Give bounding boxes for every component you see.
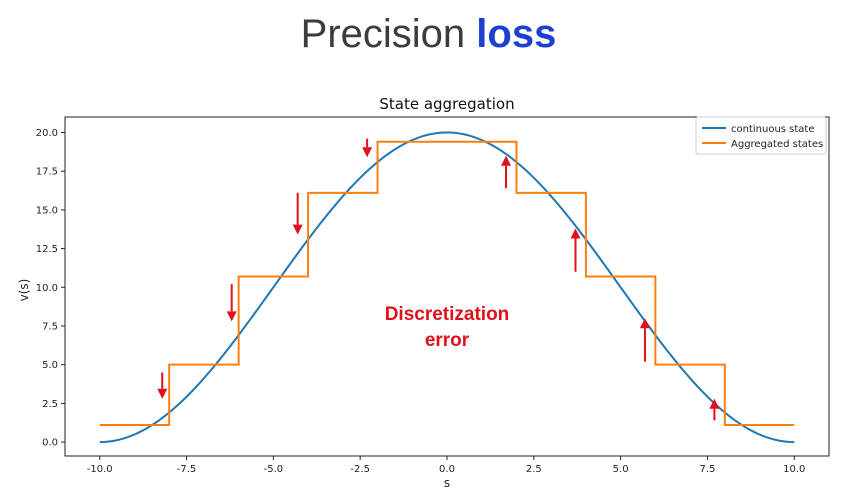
y-tick-label: 17.5 [36,167,58,178]
x-axis-label: s [444,476,450,490]
y-tick-label: 10.0 [36,283,58,294]
error-arrow-head [157,388,168,399]
series-line-continuous-state [99,131,795,444]
x-tick-label: 2.5 [526,464,542,475]
error-arrow-head [501,155,512,166]
error-arrow-head [362,147,373,158]
y-tick-label: 15.0 [36,205,58,216]
y-tick-label: 20.0 [36,128,58,139]
x-tick-label: 0.0 [439,464,455,475]
x-tick-label: -2.5 [350,464,370,475]
x-tick-label: -5.0 [264,464,284,475]
y-axis-label: v(s) [17,279,31,302]
y-tick-label: 12.5 [36,244,58,255]
slide-title-main: Precision [300,12,477,56]
error-arrow-head [570,228,581,239]
error-arrow-head [226,311,237,322]
x-tick-label: 7.5 [700,464,716,475]
legend-label-continuous: continuous state [731,124,815,135]
legend-box [695,116,827,155]
error-arrow-head [639,318,650,329]
x-tick-label: 5.0 [613,464,629,475]
y-tick-label: 2.5 [42,399,58,410]
legend: continuous state Aggregated states [695,116,827,155]
x-tick-label: -7.5 [177,464,197,475]
x-tick-label: 10.0 [783,464,805,475]
annotation-line-2: error [425,330,470,351]
y-tick-label: 5.0 [42,360,58,371]
legend-label-aggregated: Aggregated states [731,139,823,150]
error-arrow-head [292,224,303,235]
slide-title: Precision loss [0,12,857,57]
error-arrow-head [709,398,720,409]
y-tick-label: 7.5 [42,321,58,332]
chart-title: State aggregation [379,95,514,113]
x-tick-label: -10.0 [87,464,113,475]
y-tick-label: 0.0 [42,438,58,449]
series-line-aggregated-states [99,140,795,427]
slide-title-highlight: loss [476,12,557,56]
annotation-line-1: Discretization [385,304,510,325]
